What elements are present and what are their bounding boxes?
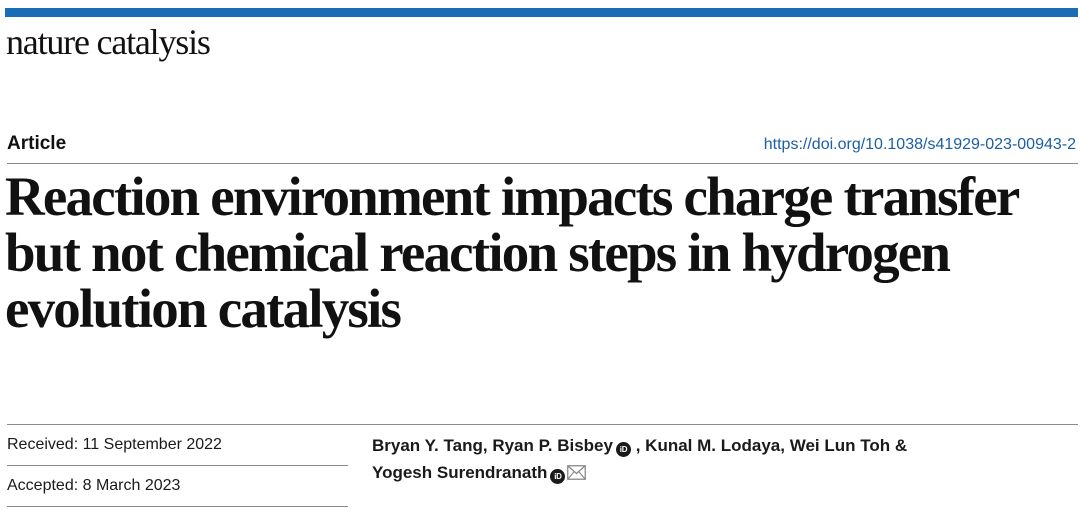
orcid-icon[interactable]: iD: [550, 469, 566, 484]
author-name: Ryan P. Bisbey iD: [492, 436, 631, 457]
author-name[interactable]: Wei Lun Toh: [789, 436, 891, 455]
article-type: Article: [7, 133, 67, 154]
received-date: Received: 11 September 2022: [7, 436, 222, 453]
accepted-divider: [7, 506, 348, 507]
author-list: Bryan Y. Tang, Ryan P. Bisbey iD , Kunal …: [372, 432, 1072, 486]
author-name: Yogesh Surendranath iD: [372, 463, 587, 484]
author-name-text[interactable]: Ryan P. Bisbey: [492, 436, 613, 455]
author-name[interactable]: Bryan Y. Tang: [372, 436, 483, 455]
author-separator: ,: [635, 436, 641, 455]
metadata-divider: [7, 424, 1078, 425]
mail-icon[interactable]: [567, 465, 587, 480]
author-separator: ,: [780, 436, 785, 455]
orcid-icon[interactable]: iD: [615, 442, 631, 457]
doi-link[interactable]: https://doi.org/10.1038/s41929-023-00943…: [763, 136, 1076, 153]
header-divider: [7, 163, 1078, 164]
author-name-text[interactable]: Yogesh Surendranath: [372, 463, 548, 482]
journal-accent-bar: [5, 8, 1078, 17]
author-separator: ,: [482, 436, 488, 455]
author-separator: &: [894, 436, 908, 455]
accepted-date: Accepted: 8 March 2023: [7, 477, 181, 494]
author-name[interactable]: Kunal M. Lodaya: [645, 436, 781, 455]
article-title: Reaction environment impacts charge tran…: [5, 166, 1019, 339]
received-divider: [7, 465, 348, 466]
journal-name[interactable]: nature catalysis: [6, 22, 211, 62]
